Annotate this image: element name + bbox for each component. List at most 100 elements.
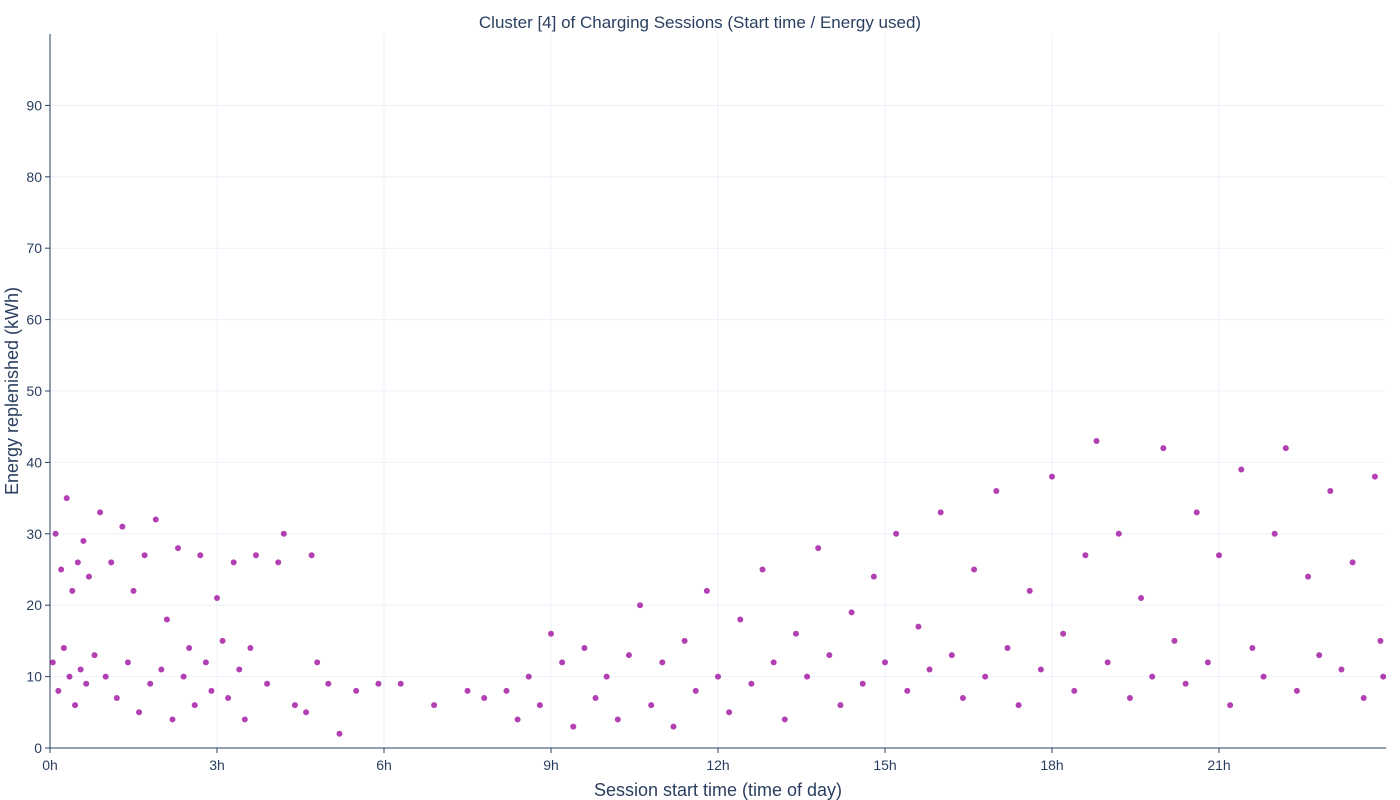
scatter-point [692, 687, 699, 694]
scatter-point [175, 545, 182, 552]
scatter-point [614, 716, 621, 723]
scatter-point [904, 687, 911, 694]
scatter-point [1049, 473, 1055, 480]
scatter-point [1338, 666, 1345, 673]
scatter-point [1115, 530, 1122, 537]
scatter-point [1093, 437, 1100, 444]
scatter-point [464, 687, 471, 694]
scatter-point [748, 680, 755, 687]
scatter-point [208, 687, 215, 694]
scatter-point [72, 702, 79, 709]
scatter-point [536, 702, 543, 709]
scatter-point [815, 545, 822, 552]
scatter-point [726, 709, 733, 716]
x-axis-label: Session start time (time of day) [594, 780, 842, 800]
scatter-point [1260, 673, 1267, 680]
scatter-point [937, 509, 944, 516]
scatter-point [280, 530, 287, 537]
scatter-point [948, 652, 955, 659]
scatter-point [603, 673, 610, 680]
scatter-point [431, 702, 438, 709]
scatter-point [715, 673, 721, 680]
scatter-point [1377, 637, 1384, 644]
scatter-point [993, 487, 1000, 494]
y-tick-label: 10 [26, 669, 42, 685]
scatter-point [1149, 673, 1156, 680]
scatter-point [1026, 587, 1033, 594]
x-tick-label: 12h [706, 757, 729, 773]
scatter-point [130, 587, 137, 594]
scatter-point [230, 559, 237, 566]
scatter-point [63, 495, 70, 502]
x-tick-label: 21h [1207, 757, 1230, 773]
scatter-point [219, 637, 226, 644]
y-tick-label: 0 [34, 740, 42, 756]
scatter-point [959, 695, 966, 702]
scatter-point [180, 673, 187, 680]
scatter-point [1271, 530, 1278, 537]
scatter-point [163, 616, 170, 623]
scatter-point [197, 552, 204, 559]
scatter-point [681, 637, 688, 644]
scatter-point [1182, 680, 1189, 687]
scatter-point [158, 666, 165, 673]
scatter-point [314, 659, 321, 666]
scatter-point [225, 695, 232, 702]
scatter-point [80, 537, 87, 544]
scatter-point [971, 566, 978, 573]
scatter-point [570, 723, 577, 730]
scatter-point [915, 623, 922, 630]
scatter-point [837, 702, 844, 709]
scatter-point [85, 573, 92, 580]
scatter-point [1004, 645, 1011, 652]
grid-layer [50, 34, 1386, 748]
scatter-point [202, 659, 209, 666]
scatter-point [770, 659, 777, 666]
scatter-point [91, 652, 98, 659]
scatter-point [503, 687, 510, 694]
chart-title: Cluster [4] of Charging Sessions (Start … [479, 13, 921, 32]
scatter-point [982, 673, 989, 680]
y-tick-label: 40 [26, 454, 42, 470]
scatter-point [186, 645, 193, 652]
scatter-point [703, 587, 710, 594]
scatter-point [124, 659, 131, 666]
y-tick-label: 20 [26, 597, 42, 613]
scatter-point [353, 687, 360, 694]
x-tick-label: 3h [209, 757, 225, 773]
scatter-point [514, 716, 521, 723]
scatter-point [66, 673, 73, 680]
scatter-point [375, 680, 382, 687]
scatter-point [882, 659, 888, 666]
scatter-point [1015, 702, 1022, 709]
scatter-point [759, 566, 766, 573]
scatter-point [525, 673, 532, 680]
scatter-point [119, 523, 126, 530]
scatter-point [1305, 573, 1312, 580]
scatter-point [102, 673, 109, 680]
scatter-point [141, 552, 148, 559]
scatter-point [1071, 687, 1078, 694]
scatter-point [325, 680, 332, 687]
scatter-point [670, 723, 677, 730]
y-tick-label: 90 [26, 97, 42, 113]
y-tick-label: 70 [26, 240, 42, 256]
scatter-point [625, 652, 632, 659]
scatter-point [1282, 445, 1289, 452]
scatter-point [152, 516, 159, 523]
scatter-point [1138, 595, 1145, 602]
scatter-point [1160, 445, 1167, 452]
scatter-point [1316, 652, 1323, 659]
y-axis-label: Energy replenished (kWh) [2, 287, 22, 495]
x-tick-label: 15h [873, 757, 896, 773]
scatter-point [55, 687, 62, 694]
scatter-point [74, 559, 81, 566]
scatter-point [581, 645, 588, 652]
scatter-point [826, 652, 833, 659]
x-tick-label: 0h [42, 757, 58, 773]
scatter-point [336, 730, 343, 737]
scatter-point [147, 680, 154, 687]
y-tick-label: 30 [26, 526, 42, 542]
